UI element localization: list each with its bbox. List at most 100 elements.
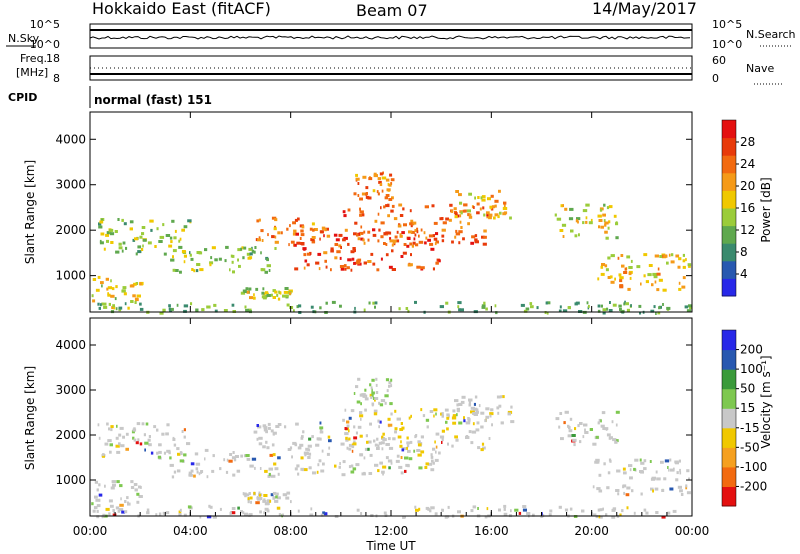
echo-cell — [377, 192, 380, 196]
echo-cell — [334, 243, 339, 246]
echo-cell — [564, 508, 569, 512]
echo-cell — [484, 419, 487, 423]
echo-cell — [585, 216, 588, 220]
echo-cell — [459, 220, 462, 224]
echo-cell — [229, 268, 231, 272]
echo-cell — [148, 443, 152, 447]
echo-cell — [311, 435, 314, 439]
echo-cell — [159, 311, 164, 315]
echo-cell — [425, 506, 430, 510]
echo-cell — [370, 396, 373, 399]
nsky-tick-top: 10^5 — [30, 18, 60, 31]
echo-cell — [355, 463, 360, 467]
echo-cell — [190, 302, 193, 306]
echo-cell — [467, 419, 471, 423]
echo-cell — [457, 301, 462, 305]
echo-cell — [259, 467, 262, 470]
echo-cell — [624, 300, 626, 304]
echo-cell — [232, 270, 235, 274]
echo-cell — [118, 308, 122, 312]
echo-cell — [295, 232, 299, 236]
echo-cell — [465, 435, 469, 438]
echo-cell — [530, 305, 534, 309]
echo-cell — [264, 507, 269, 511]
echo-cell — [605, 513, 608, 517]
colorbar-tick-label: 28 — [740, 135, 755, 149]
echo-cell — [607, 276, 611, 279]
echo-cell — [599, 508, 603, 512]
echo-cell — [269, 499, 272, 503]
echo-cell — [490, 194, 494, 198]
echo-cell — [494, 213, 499, 217]
echo-cell — [339, 304, 342, 308]
echo-cell — [274, 240, 279, 244]
echo-cell — [129, 220, 134, 224]
echo-cell — [420, 228, 423, 232]
echo-cell — [412, 221, 417, 225]
echo-cell — [577, 424, 580, 428]
echo-cell — [374, 443, 378, 447]
echo-cell — [611, 420, 614, 424]
echo-cell — [391, 204, 395, 208]
echo-cell — [377, 177, 381, 181]
echo-cell — [576, 217, 581, 221]
echo-cell — [435, 232, 439, 236]
echo-cell — [602, 507, 604, 511]
echo-cell — [373, 412, 378, 416]
echo-cell — [614, 277, 616, 281]
echo-cell — [259, 510, 262, 514]
echo-cell — [267, 233, 269, 237]
echo-cell — [170, 258, 175, 262]
echo-cell — [110, 294, 115, 298]
echo-cell — [686, 491, 691, 495]
echo-cell — [485, 307, 488, 311]
echo-cell — [315, 261, 320, 265]
echo-cell — [682, 259, 686, 263]
echo-cell — [223, 458, 226, 462]
echo-cell — [452, 421, 457, 425]
echo-cell — [210, 256, 213, 260]
echo-cell — [617, 256, 620, 260]
echo-cell — [388, 437, 391, 441]
echo-cell — [272, 431, 277, 435]
echo-cell — [137, 245, 142, 249]
echo-cell — [482, 242, 487, 246]
echo-region — [555, 410, 620, 447]
echo-cell — [260, 251, 262, 255]
echo-cell — [320, 469, 325, 473]
echo-cell — [308, 437, 312, 441]
echo-cell — [460, 226, 463, 229]
station-title: Hokkaido East (fitACF) — [92, 0, 271, 18]
echo-cell — [194, 452, 199, 456]
echo-cell — [310, 238, 315, 242]
echo-cell — [607, 471, 611, 475]
echo-cell — [157, 455, 161, 459]
echo-cell — [264, 469, 268, 473]
echo-cell — [187, 219, 192, 223]
echo-cell — [462, 237, 465, 241]
echo-cell — [620, 254, 624, 257]
echo-cell — [249, 252, 253, 256]
echo-cell — [276, 492, 279, 496]
echo-cell — [361, 393, 366, 397]
echo-cell — [628, 272, 632, 276]
echo-cell — [312, 471, 317, 475]
colorbar-segment — [722, 260, 736, 279]
cpid-value: normal (fast) 151 — [94, 93, 212, 107]
echo-cell — [195, 269, 199, 273]
echo-cell — [330, 268, 332, 272]
echo-cell — [120, 444, 125, 448]
echo-cell — [418, 466, 423, 470]
echo-cell — [359, 414, 364, 418]
echo-cell — [481, 305, 486, 309]
echo-cell — [212, 454, 215, 458]
echo-cell — [607, 256, 611, 260]
echo-cell — [444, 408, 449, 412]
echo-cell — [625, 302, 629, 306]
echo-cell — [621, 264, 625, 268]
echo-cell — [372, 301, 375, 305]
echo-cell — [359, 231, 364, 235]
echo-cell — [138, 495, 143, 498]
echo-cell — [378, 441, 382, 445]
y-tick-label: 1000 — [55, 473, 86, 487]
